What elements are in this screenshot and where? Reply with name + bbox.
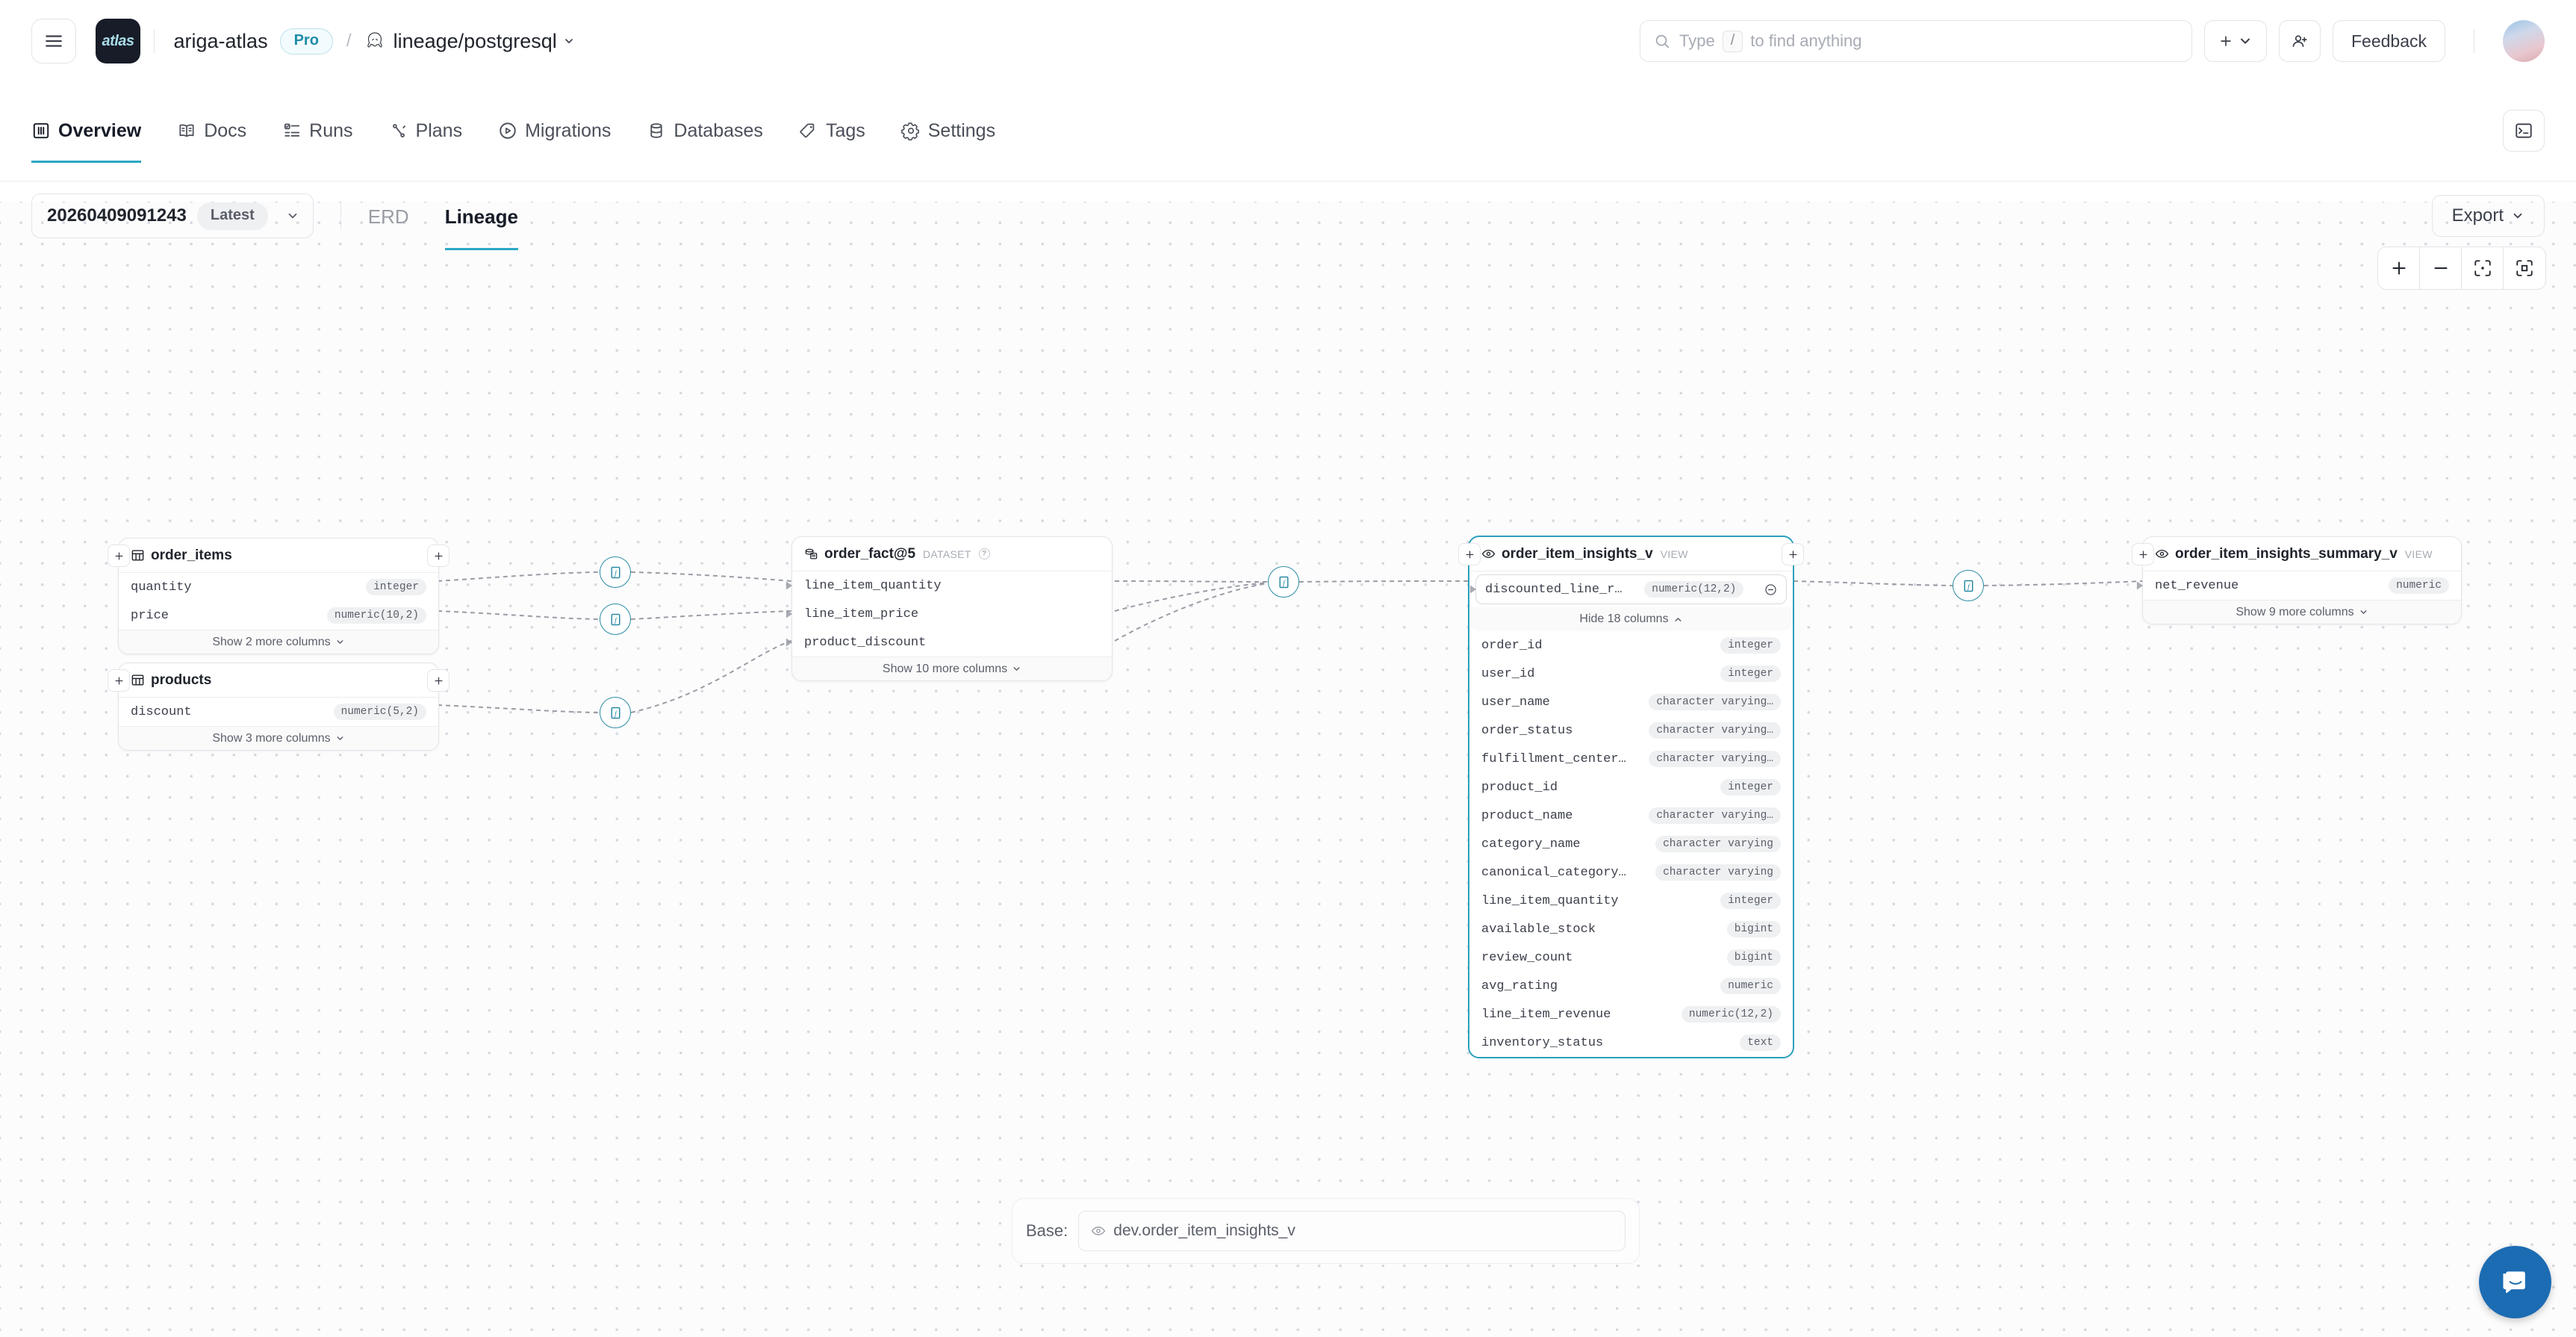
svg-text:f: f (615, 569, 617, 577)
svg-text:f: f (615, 616, 617, 624)
svg-text:f: f (1283, 579, 1286, 587)
svg-text:f: f (615, 710, 617, 718)
svg-text:f: f (1967, 583, 1970, 591)
